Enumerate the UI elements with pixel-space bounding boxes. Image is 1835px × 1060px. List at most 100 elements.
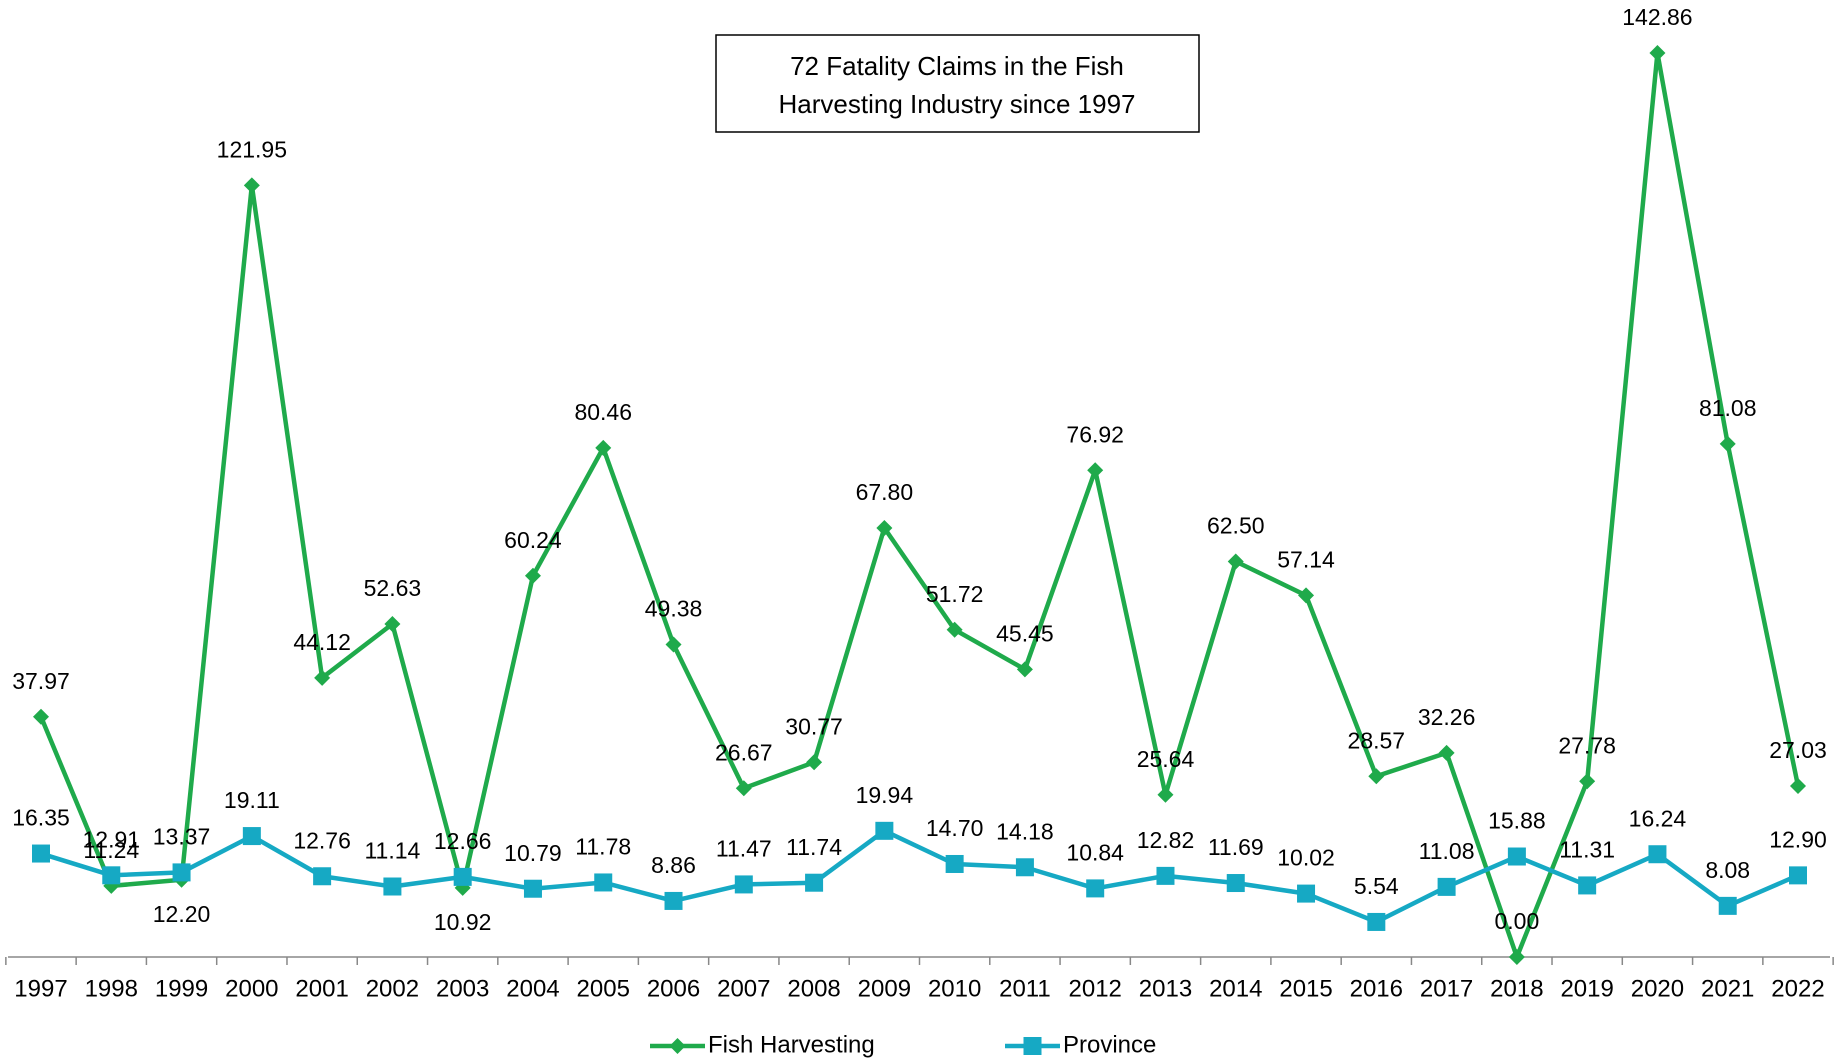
data-label: 142.86 xyxy=(1622,4,1692,30)
data-label: 28.57 xyxy=(1348,727,1406,753)
point xyxy=(32,844,50,863)
data-label: 11.47 xyxy=(716,835,772,861)
point xyxy=(875,821,894,840)
point xyxy=(172,863,191,882)
point xyxy=(1508,949,1525,965)
data-label: 10.84 xyxy=(1066,839,1124,865)
legend-label: Province xyxy=(1063,1031,1156,1058)
point xyxy=(1157,786,1174,803)
chart-title: 72 Fatality Claims in the Fish Harvesting… xyxy=(779,51,1136,119)
data-label: 12.66 xyxy=(434,828,492,854)
data-label: 10.79 xyxy=(504,840,562,866)
point xyxy=(453,867,472,886)
data-label: 60.24 xyxy=(504,527,562,553)
point xyxy=(594,873,613,892)
point xyxy=(806,754,823,771)
x-tick-label: 2000 xyxy=(225,975,278,1002)
data-label: 26.67 xyxy=(715,739,773,765)
data-label: 10.02 xyxy=(1277,845,1335,871)
x-tick-label: 2009 xyxy=(858,975,911,1002)
data-label: 12.82 xyxy=(1137,827,1195,853)
data-label: 12.20 xyxy=(153,901,211,927)
point xyxy=(1578,876,1597,895)
x-tick-label: 2019 xyxy=(1560,975,1613,1002)
data-label: 37.97 xyxy=(12,668,70,694)
x-tick-label: 2006 xyxy=(647,975,700,1002)
data-label: 11.69 xyxy=(1208,834,1264,860)
x-tick-label: 1998 xyxy=(85,975,138,1002)
point xyxy=(242,827,261,846)
data-label: 11.31 xyxy=(1559,837,1615,863)
series-line xyxy=(40,828,1799,925)
data-label: 16.35 xyxy=(12,805,70,831)
data-label: 19.11 xyxy=(224,787,280,813)
data-label: 8.86 xyxy=(651,852,696,878)
x-tick-label: 2001 xyxy=(295,975,348,1002)
x-tick-label: 1997 xyxy=(14,975,67,1002)
point xyxy=(595,439,612,456)
point xyxy=(876,519,893,536)
data-label: 19.94 xyxy=(856,782,914,808)
point xyxy=(1086,879,1105,898)
data-label: 10.92 xyxy=(434,909,492,935)
data-label: 11.14 xyxy=(364,838,420,864)
x-tick-label: 2022 xyxy=(1771,975,1824,1002)
point xyxy=(946,621,963,638)
point xyxy=(1226,874,1245,893)
data-label: 45.45 xyxy=(996,620,1054,646)
point xyxy=(1790,777,1806,794)
point xyxy=(1507,847,1526,866)
point xyxy=(1297,884,1316,903)
legend-item: Province xyxy=(1005,1031,1156,1058)
x-tick-label: 2005 xyxy=(577,975,630,1002)
point xyxy=(33,708,49,725)
legend-label: Fish Harvesting xyxy=(708,1031,875,1058)
point xyxy=(664,891,683,910)
data-label: 12.91 xyxy=(82,826,140,852)
data-label: 11.78 xyxy=(575,834,631,860)
x-tick-label: 2008 xyxy=(787,975,840,1002)
data-label: 14.70 xyxy=(926,815,984,841)
point xyxy=(523,879,542,898)
data-label: 76.92 xyxy=(1066,421,1124,447)
data-label: 44.12 xyxy=(293,629,351,655)
data-label: 80.46 xyxy=(574,399,632,425)
point xyxy=(734,875,753,894)
data-label: 62.50 xyxy=(1207,513,1265,539)
data-label: 11.08 xyxy=(1419,838,1475,864)
point xyxy=(945,854,964,873)
point xyxy=(1367,912,1386,931)
data-label: 8.08 xyxy=(1705,857,1750,883)
point xyxy=(1156,866,1175,885)
point xyxy=(1298,587,1315,604)
x-tick-label: 2021 xyxy=(1701,975,1754,1002)
data-label: 12.76 xyxy=(293,827,351,853)
title-box xyxy=(715,34,1200,133)
point xyxy=(102,866,121,885)
x-tick-label: 2002 xyxy=(366,975,419,1002)
data-label: 5.54 xyxy=(1354,873,1399,899)
data-label: 67.80 xyxy=(856,479,914,505)
x-tick-label: 2007 xyxy=(717,975,770,1002)
legend-marker xyxy=(1023,1037,1042,1055)
x-tick-label: 2016 xyxy=(1350,975,1403,1002)
x-tick-label: 2015 xyxy=(1279,975,1332,1002)
point xyxy=(1719,435,1736,452)
point xyxy=(1437,877,1456,896)
data-label: 52.63 xyxy=(364,575,422,601)
point xyxy=(524,567,541,584)
data-label: 32.26 xyxy=(1418,704,1476,730)
x-tick-label: 2017 xyxy=(1420,975,1473,1002)
x-tick-label: 2011 xyxy=(999,975,1051,1002)
x-tick-label: 2010 xyxy=(928,975,981,1002)
data-label: 27.03 xyxy=(1769,737,1827,763)
x-tick-label: 2020 xyxy=(1631,975,1684,1002)
data-label: 11.24 xyxy=(83,837,139,863)
data-label: 13.37 xyxy=(153,823,211,849)
point xyxy=(665,636,682,653)
point xyxy=(313,867,332,886)
data-label: 49.38 xyxy=(645,596,703,622)
data-label: 51.72 xyxy=(926,581,984,607)
legend-marker xyxy=(669,1038,686,1054)
x-tick-label: 2012 xyxy=(1069,975,1122,1002)
